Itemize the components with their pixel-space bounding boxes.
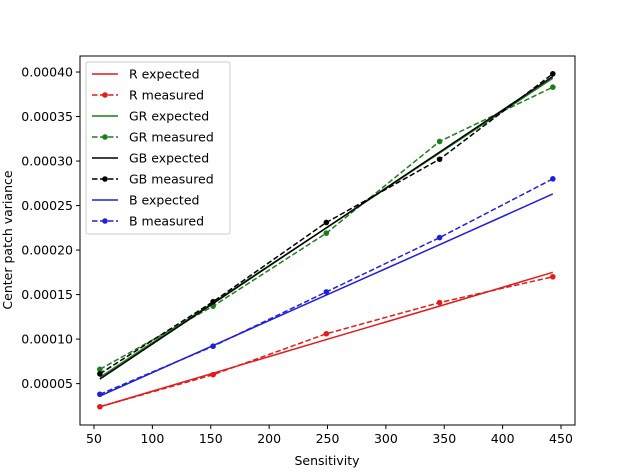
y-tick-label: 0.00025: [21, 198, 73, 213]
x-tick-label: 150: [199, 431, 223, 446]
data-point-r-measured: [436, 299, 443, 306]
x-tick-label: 50: [86, 431, 102, 446]
data-point-gr-measured: [550, 84, 556, 90]
x-axis-label: Sensitivity: [294, 453, 360, 468]
legend-box: [85, 61, 231, 235]
y-tick-label: 0.00040: [21, 65, 73, 80]
data-point-gb-measured: [550, 71, 556, 77]
x-tick-label: 450: [549, 431, 573, 446]
x-tick-label: 400: [491, 431, 515, 446]
data-point-b-measured: [210, 343, 216, 350]
x-tick-label: 250: [316, 431, 340, 446]
data-point-gb-measured: [436, 156, 443, 163]
data-point-r-measured: [323, 330, 330, 337]
series-lines: [97, 71, 556, 410]
data-point-b-measured: [436, 234, 443, 241]
legend-marker: [102, 134, 108, 140]
data-point-gb-measured: [210, 298, 216, 305]
data-point-gr-measured: [97, 366, 103, 373]
y-tick-label: 0.00035: [21, 109, 73, 124]
series-line-r-expected: [99, 271, 554, 408]
x-tick-label: 350: [432, 431, 456, 446]
y-tick-label: 0.00030: [21, 154, 73, 169]
legend-marker: [102, 176, 108, 182]
legend-marker: [102, 92, 108, 98]
legend-label-r-measured: R measured: [129, 88, 204, 103]
y-tick-label: 0.00010: [21, 332, 73, 347]
y-axis: 0.00005 0.00010 0.00015 0.00020 0.00025 0.000…: [21, 65, 80, 391]
y-axis-label: Center patch variance: [0, 170, 15, 309]
x-tick-label: 300: [374, 431, 398, 446]
y-tick-label: 0.00005: [21, 376, 73, 391]
data-point-gb-measured: [97, 371, 103, 377]
y-tick-label: 0.00020: [21, 243, 73, 258]
legend-marker: [102, 218, 108, 224]
x-axis: 50 100 150 200 250 300 350 400 450: [86, 425, 573, 446]
x-tick-label: 200: [257, 431, 281, 446]
data-point-r-measured: [210, 371, 216, 378]
x-tick-label: 100: [140, 431, 164, 446]
data-point-gr-measured: [436, 138, 443, 145]
legend-label-gr-measured: GR measured: [129, 130, 214, 145]
series-line-r-measured: [99, 276, 553, 408]
y-tick-label: 0.00015: [21, 287, 73, 302]
data-point-r-measured: [97, 403, 103, 410]
legend-label-gb-expected: GB expected: [129, 151, 209, 166]
legend-label-gb-measured: GB measured: [129, 172, 214, 187]
data-point-gr-measured: [323, 230, 330, 236]
legend-label-b-expected: B expected: [129, 193, 199, 208]
legend-label-b-measured: B measured: [129, 214, 204, 229]
data-point-gb-measured: [323, 219, 330, 226]
legend-label-gr-expected: GR expected: [129, 109, 209, 124]
data-point-b-measured: [97, 391, 103, 398]
legend: R expected R measured GR expected GR measur…: [85, 61, 231, 235]
data-point-r-measured: [550, 273, 556, 280]
series-line-gb-expected: [99, 75, 554, 380]
data-point-b-measured: [550, 176, 556, 182]
data-point-b-measured: [323, 289, 330, 295]
legend-label-r-expected: R expected: [129, 67, 200, 82]
